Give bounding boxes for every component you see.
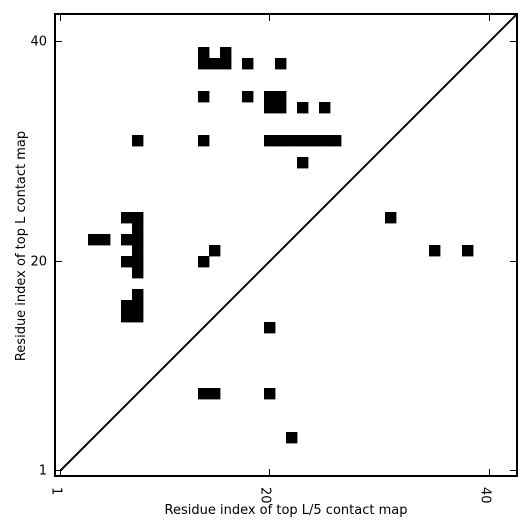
x-tick-label-40: 40 bbox=[478, 487, 493, 504]
contact-cell-top-l bbox=[121, 256, 133, 268]
contact-cell-top-l bbox=[132, 135, 144, 147]
contact-cell-top-l bbox=[264, 102, 276, 114]
contact-cell-top-l bbox=[242, 58, 254, 70]
contact-cell-top-l bbox=[275, 102, 287, 114]
contact-cell-top-l bbox=[286, 135, 298, 147]
contact-cell-top-l bbox=[275, 58, 287, 70]
contact-cell-top-l bbox=[132, 311, 144, 323]
contact-cell-top-l bbox=[198, 135, 210, 147]
contact-cell-top-l bbox=[286, 432, 298, 444]
contact-cell-top-l bbox=[264, 135, 276, 147]
x-tick-label-20: 20 bbox=[258, 487, 273, 504]
contact-cell-top-l bbox=[132, 234, 144, 246]
contact-cell-top-l bbox=[209, 58, 221, 70]
contact-cell-top-l bbox=[275, 135, 287, 147]
contact-cell-top-l bbox=[198, 256, 210, 268]
contact-cell-top-l bbox=[198, 91, 210, 103]
contact-cell-top-l bbox=[209, 388, 221, 400]
contact-cell-top-l5 bbox=[462, 245, 474, 257]
contact-cell-top-l bbox=[198, 58, 210, 70]
y-axis-label: Residue index of top L contact map bbox=[14, 131, 29, 361]
contact-cell-top-l bbox=[220, 47, 232, 59]
y-tick-label-40: 40 bbox=[30, 35, 47, 50]
contact-cell-top-l bbox=[319, 102, 331, 114]
contact-cell-top-l bbox=[88, 234, 100, 246]
contact-cell-top-l bbox=[330, 135, 342, 147]
contact-cell-top-l bbox=[275, 91, 287, 103]
contact-cell-top-l5 bbox=[385, 212, 397, 224]
y-tick-label-20: 20 bbox=[30, 255, 47, 270]
contact-cell-top-l5 bbox=[429, 245, 441, 257]
contact-cell-top-l bbox=[209, 245, 221, 257]
contact-cell-top-l bbox=[132, 212, 144, 224]
contact-cell-top-l bbox=[132, 223, 144, 235]
contact-cell-top-l bbox=[132, 300, 144, 312]
plot-frame bbox=[54, 13, 518, 477]
contact-cells bbox=[88, 47, 474, 444]
diagonal-line bbox=[59, 13, 518, 472]
contact-cell-top-l bbox=[99, 234, 111, 246]
contact-cell-top-l bbox=[132, 245, 144, 257]
contact-cell-top-l bbox=[308, 135, 320, 147]
contact-cell-top-l bbox=[297, 135, 309, 147]
x-axis-label: Residue index of top L/5 contact map bbox=[165, 503, 408, 518]
contact-cell-top-l bbox=[264, 322, 276, 334]
contact-cell-top-l bbox=[242, 91, 254, 103]
axis-ticks bbox=[55, 14, 517, 476]
contact-cell-top-l bbox=[220, 58, 232, 70]
y-tick-label-1: 1 bbox=[39, 464, 47, 479]
contact-cell-top-l bbox=[319, 135, 331, 147]
contact-cell-top-l bbox=[264, 91, 276, 103]
contact-cell-top-l bbox=[297, 157, 309, 169]
contact-cell-top-l bbox=[132, 256, 144, 268]
contact-cell-top-l bbox=[132, 289, 144, 301]
contact-cell-top-l bbox=[132, 267, 144, 279]
contact-cell-top-l bbox=[121, 300, 133, 312]
contact-cell-top-l bbox=[264, 388, 276, 400]
contact-cell-top-l bbox=[121, 311, 133, 323]
contact-cell-top-l bbox=[198, 388, 210, 400]
x-tick-label-1: 1 bbox=[49, 487, 64, 495]
contact-cell-top-l bbox=[121, 234, 133, 246]
contact-cell-top-l bbox=[121, 212, 133, 224]
contact-cell-top-l bbox=[198, 47, 210, 59]
contact-cell-top-l bbox=[297, 102, 309, 114]
